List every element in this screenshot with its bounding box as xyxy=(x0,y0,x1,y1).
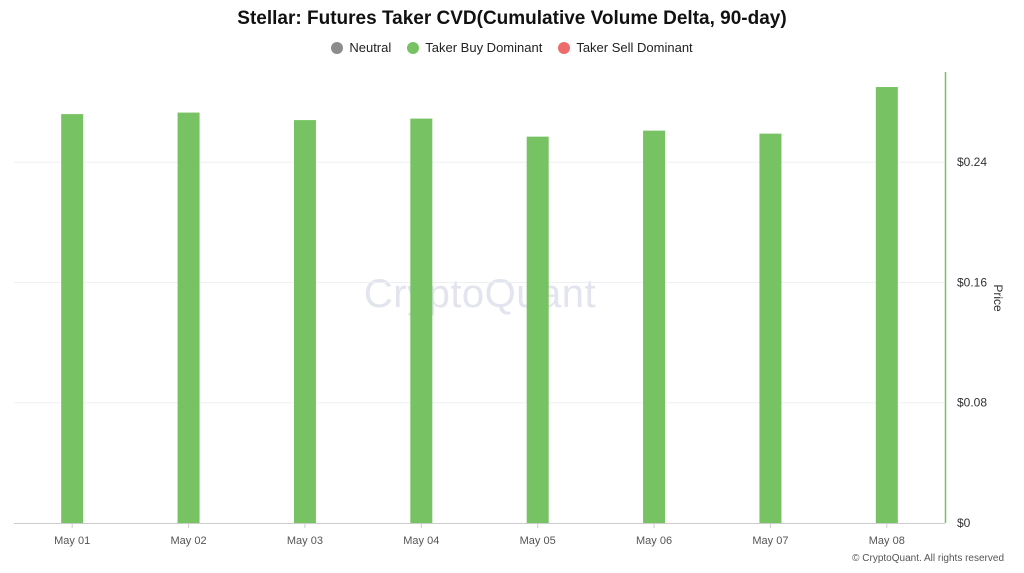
y-tick-label: $0.24 xyxy=(957,155,987,169)
legend-item-neutral[interactable]: Neutral xyxy=(331,40,391,55)
copyright-notice: © CryptoQuant. All rights reserved xyxy=(852,553,1004,564)
legend-marker-taker-sell-dominant xyxy=(558,41,571,54)
y-tick-label: $0 xyxy=(957,516,971,530)
bar[interactable] xyxy=(293,120,316,524)
bar[interactable] xyxy=(526,136,549,524)
bar[interactable] xyxy=(759,133,782,524)
bar[interactable] xyxy=(643,130,666,523)
y-tick-label: $0.16 xyxy=(957,275,987,289)
x-tick-label: May 01 xyxy=(54,535,90,547)
y-axis-title: Price xyxy=(991,284,1005,312)
x-tick-label: May 07 xyxy=(752,535,788,547)
x-tick-label: May 08 xyxy=(869,535,905,547)
legend-marker-neutral xyxy=(331,41,344,54)
x-tick-label: May 05 xyxy=(520,535,556,547)
y-tick-label: $0.08 xyxy=(957,396,987,410)
x-tick-label: May 03 xyxy=(287,535,323,547)
legend-item-taker-sell-dominant[interactable]: Taker Sell Dominant xyxy=(558,40,693,55)
legend-label-taker-buy-dominant: Taker Buy Dominant xyxy=(425,40,543,55)
x-tick-label: May 02 xyxy=(171,535,207,547)
x-tick-label: May 06 xyxy=(636,535,672,547)
bar[interactable] xyxy=(177,112,200,523)
legend-item-taker-buy-dominant[interactable]: Taker Buy Dominant xyxy=(407,40,542,55)
legend-marker-taker-buy-dominant xyxy=(407,41,420,54)
bar[interactable] xyxy=(410,118,433,523)
bar[interactable] xyxy=(875,87,898,524)
chart-legend: Neutral Taker Buy Dominant Taker Sell Do… xyxy=(0,40,1024,55)
watermark: CryptoQuant xyxy=(363,272,597,316)
x-tick-label: May 04 xyxy=(403,535,439,547)
chart-title: Stellar: Futures Taker CVD(Cumulative Vo… xyxy=(237,8,787,29)
legend-label-taker-sell-dominant: Taker Sell Dominant xyxy=(576,40,693,55)
bar[interactable] xyxy=(61,114,84,524)
legend-label-neutral: Neutral xyxy=(349,40,392,55)
